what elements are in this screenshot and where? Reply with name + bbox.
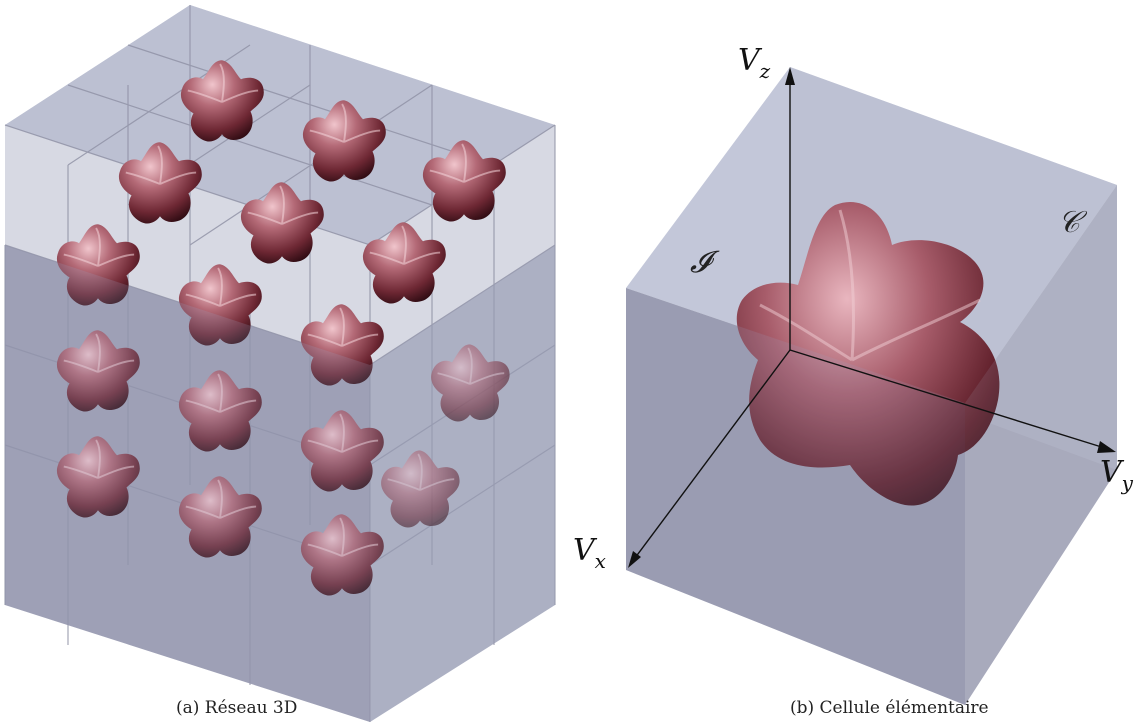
lattice-front-overlay (5, 245, 370, 722)
axis-y-label: Vy (1100, 455, 1134, 495)
cell-axes (628, 67, 1116, 568)
caption-a: (a) Réseau 3D (176, 698, 297, 718)
lattice-panel (4, 5, 556, 722)
caption-b: (b) Cellule élémentaire (790, 698, 989, 718)
cell-particle (736, 201, 1000, 506)
axis-z-label: Vz (738, 43, 771, 83)
lattice-right-face (370, 245, 555, 722)
cell-front-overlay (626, 288, 965, 705)
axis-y-arrowhead (1097, 441, 1116, 453)
axis-x-label: Vx (573, 533, 606, 573)
axis-y-line (789, 349, 1109, 450)
axis-x-arrowhead (628, 551, 641, 568)
axis-z-arrowhead (785, 67, 795, 85)
cell-front-overlay-right (965, 185, 1117, 705)
unit-cell-panel: Vz Vy Vx 𝓘 𝒞 (573, 43, 1134, 705)
axis-x-line (631, 349, 791, 563)
lattice-front-overlay-right (370, 245, 555, 722)
